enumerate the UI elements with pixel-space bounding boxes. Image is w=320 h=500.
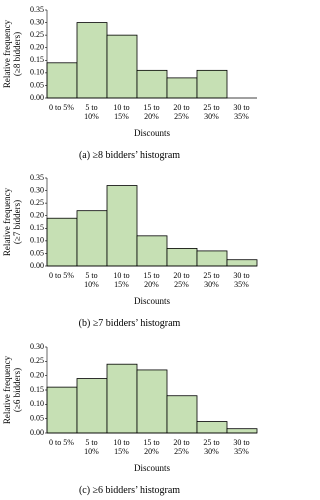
y-tick-label: 0.05 (30, 413, 44, 422)
charts: 0.00 0.05 0.10 0.15 0.20 0.25 0.30 0.35 0.00 0.05… (30, 5, 258, 437)
x-tick-label: 30 to 35% (233, 438, 250, 456)
bar (136, 369, 168, 434)
bar (46, 217, 78, 267)
x-tick-label: 30 to 35% (233, 103, 250, 121)
x-axis-label: Discounts (134, 128, 170, 138)
bar (46, 386, 78, 434)
y-tick-label: 0.00 (30, 261, 44, 270)
y-tick-label: 0.00 (30, 428, 44, 437)
y-tick-label: 0.35 (30, 5, 44, 14)
y-tick-label: 0.20 (30, 43, 44, 52)
y-tick-label: 0.25 (30, 198, 44, 207)
bar (166, 247, 198, 267)
y-tick-label: 0.30 (30, 185, 44, 194)
y-axis-label: Relative frequency (≥6 bidders) (2, 355, 22, 425)
chart-title: (a) ≥8 bidders’ histogram (78, 150, 181, 161)
y-tick-label: 0.10 (30, 236, 44, 245)
bar (106, 34, 138, 99)
bar (76, 210, 108, 267)
y-tick-label: 0.35 (30, 173, 44, 182)
y-axis-label: Relative frequency (≥7 bidders) (2, 187, 22, 257)
y-tick-label: 0.30 (30, 342, 44, 351)
y-tick-label: 0.20 (30, 370, 44, 379)
x-axis-label: Discounts (134, 463, 170, 473)
x-tick-label: 5 to 10% (84, 103, 99, 121)
bar (196, 250, 228, 267)
x-tick-label: 5 to 10% (84, 438, 99, 456)
x-tick-label: 0 to 5% (49, 438, 74, 447)
x-tick-label: 15 to 20% (143, 103, 160, 121)
y-tick-label: 0.15 (30, 223, 44, 232)
y-tick-label: 0.15 (30, 55, 44, 64)
x-tick-label: 25 to 30% (203, 103, 220, 121)
bar (136, 235, 168, 267)
bar (46, 62, 78, 99)
x-tick-label: 15 to 20% (143, 271, 160, 289)
y-tick-label: 0.10 (30, 399, 44, 408)
x-tick-label: 20 to 25% (173, 103, 190, 121)
bar (196, 421, 228, 434)
x-tick-label: 10 to 15% (113, 103, 130, 121)
bar (166, 77, 198, 99)
bar (226, 428, 258, 434)
bar (106, 363, 138, 434)
bar (76, 22, 108, 99)
y-tick-label: 0.20 (30, 211, 44, 220)
x-tick-label: 15 to 20% (143, 438, 160, 456)
x-tick-label: 0 to 5% (49, 271, 74, 280)
y-tick-label: 0.00 (30, 93, 44, 102)
bar (136, 69, 168, 99)
y-tick-label: 0.10 (30, 68, 44, 77)
x-tick-label: 10 to 15% (113, 271, 130, 289)
y-tick-label: 0.30 (30, 17, 44, 26)
x-tick-label: 20 to 25% (173, 438, 190, 456)
y-tick-label: 0.25 (30, 356, 44, 365)
y-tick-label: 0.25 (30, 30, 44, 39)
x-tick-label: 20 to 25% (173, 271, 190, 289)
bar (226, 259, 258, 267)
y-axis-label: Relative frequency (≥8 bidders) (2, 19, 22, 89)
chart-title: (c) ≥6 bidders’ histogram (78, 485, 181, 496)
x-tick-label: 10 to 15% (113, 438, 130, 456)
bar (196, 69, 228, 99)
x-tick-label: 5 to 10% (84, 271, 99, 289)
figure: 0.00 0.05 0.10 0.15 0.20 0.25 0.30 0.35 0.00 0.05… (2, 5, 258, 496)
chart-title: (b) ≥7 bidders’ histogram (78, 318, 181, 329)
y-tick-label: 0.15 (30, 385, 44, 394)
x-axis-label: Discounts (134, 296, 170, 306)
x-tick-label: 25 to 30% (203, 271, 220, 289)
bar (76, 378, 108, 434)
bar (166, 395, 198, 434)
x-tick-label: 0 to 5% (49, 103, 74, 112)
y-tick-label: 0.05 (30, 80, 44, 89)
y-tick-label: 0.05 (30, 248, 44, 257)
x-tick-label: 30 to 35% (233, 271, 250, 289)
bar (106, 185, 138, 267)
x-tick-label: 25 to 30% (203, 438, 220, 456)
